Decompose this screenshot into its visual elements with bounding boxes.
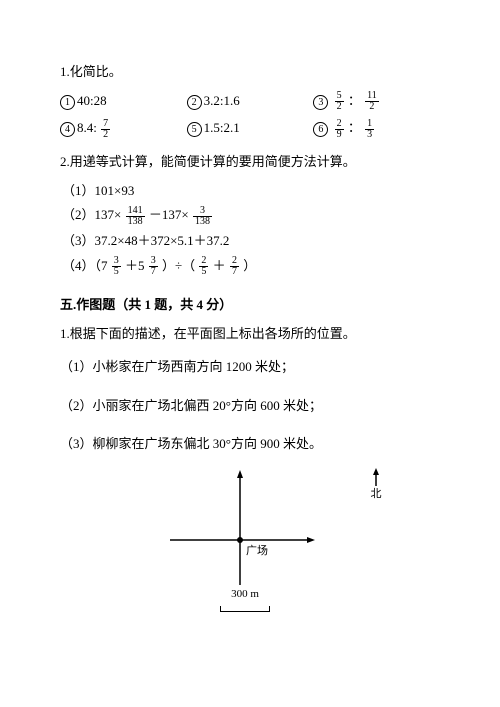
q2-s1: （1）101×93 — [62, 181, 440, 202]
q1-item4-text: 8.4: — [77, 120, 100, 135]
frac-2-5: 25 — [199, 256, 208, 277]
q2-s4b: ＋5 — [125, 258, 148, 273]
q2-s2: （2）137× 141138 －137× 3138 — [62, 205, 440, 227]
q1-item2-text: 3.2:1.6 — [204, 93, 240, 108]
q1-item6: 6 29 ： 13 — [313, 118, 440, 140]
q3-s1: （1）小彬家在广场西南方向 1200 米处； — [60, 357, 440, 378]
section5-title: 五.作图题（共 1 题，共 4 分） — [60, 295, 440, 316]
q3-s2: （2）小丽家在广场北偏西 20°方向 600 米处； — [60, 396, 440, 417]
plaza-label: 广场 — [246, 543, 268, 557]
q3-s3: （3）柳柳家在广场东偏北 30°方向 900 米处。 — [60, 434, 440, 455]
north-label: 北 — [371, 486, 382, 504]
q1-item2: 23.2:1.6 — [187, 91, 314, 113]
axes-svg: 广场 — [160, 470, 320, 590]
q1-item5-text: 1.5:2.1 — [204, 120, 240, 135]
q2-s2b: －137× — [149, 207, 192, 222]
frac-11-2: 112 — [365, 91, 379, 112]
scale-line — [220, 606, 270, 612]
diagram: 广场 北 — [160, 470, 440, 590]
q2-s4d: ＋ — [213, 258, 229, 273]
north-arrow-icon — [370, 468, 382, 486]
q1-row1: 140:28 23.2:1.6 3 52 ： 112 — [60, 91, 440, 113]
q2-s2a: （2）137× — [62, 207, 125, 222]
q1-item4: 48.4: 72 — [60, 118, 187, 140]
scale-label: 300 m — [231, 588, 259, 600]
q2-s4c: ）÷（ — [162, 258, 198, 273]
q3-title: 1.根据下面的描述，在平面图上标出各场所的位置。 — [60, 324, 440, 345]
frac-3-5: 35 — [112, 256, 121, 277]
q1-item5: 51.5:2.1 — [187, 118, 314, 140]
frac-3-138: 3138 — [193, 206, 212, 227]
q2-s4: （4）（7 35 ＋5 37 ）÷（ 25 ＋ 27 ） — [62, 256, 440, 278]
q2-s3: （3）37.2×48＋372×5.1＋37.2 — [62, 231, 440, 252]
frac-2-9: 29 — [335, 119, 344, 140]
north-indicator: 北 — [370, 468, 382, 504]
q1-row2: 48.4: 72 51.5:2.1 6 29 ： 13 — [60, 118, 440, 140]
q2-s4e: ） — [243, 258, 256, 273]
q1-title: 1.化简比。 — [60, 62, 440, 83]
q2-s4a: （4）（7 — [62, 258, 111, 273]
frac-1-3: 13 — [365, 119, 374, 140]
colon: ： — [348, 93, 361, 108]
frac-7-2: 72 — [101, 119, 110, 140]
frac-5-2: 52 — [335, 91, 344, 112]
q1-item1-text: 40:28 — [77, 93, 107, 108]
frac-3-7: 37 — [149, 256, 158, 277]
colon2: ： — [348, 120, 361, 135]
q1-item1: 140:28 — [60, 91, 187, 113]
frac-2-7: 27 — [230, 256, 239, 277]
frac-141-138: 141138 — [126, 206, 145, 227]
q2-title: 2.用递等式计算，能简便计算的要用简便方法计算。 — [60, 152, 440, 173]
q1-item3: 3 52 ： 112 — [313, 91, 440, 113]
